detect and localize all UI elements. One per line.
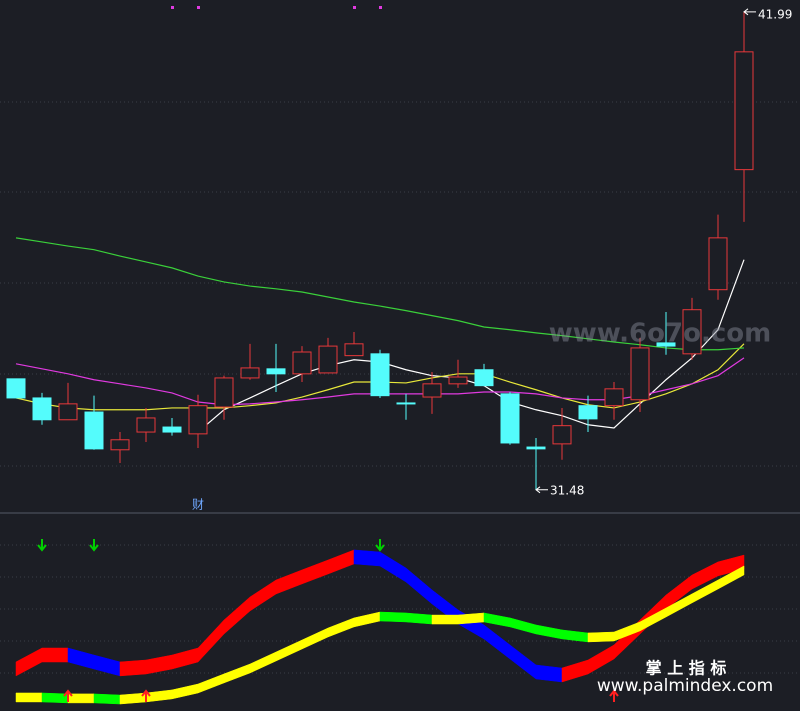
- candle-body: [214, 377, 234, 408]
- up-arrow: [609, 689, 619, 702]
- ribbon-segment: [561, 659, 589, 683]
- candle-body: [474, 369, 494, 387]
- ribbon-segment: [353, 549, 381, 567]
- marker-dot: [353, 6, 356, 9]
- ribbon-segment: [15, 647, 43, 677]
- ribbon-segment: [483, 612, 511, 628]
- ribbon-segment: [587, 644, 615, 675]
- ribbon-segment: [301, 559, 329, 585]
- ribbon-segment: [93, 693, 121, 705]
- candle-body: [604, 388, 624, 407]
- ribbon-segment: [171, 683, 199, 700]
- watermark: www.palmindex.com: [597, 676, 773, 696]
- candle-body: [188, 405, 208, 435]
- ribbon-segment: [275, 639, 303, 662]
- candle-body: [656, 342, 676, 347]
- up-arrow: [141, 689, 151, 702]
- ribbon-segment: [535, 624, 563, 640]
- ribbon-segment: [353, 611, 381, 628]
- annotation: 财: [192, 498, 204, 512]
- ribbon-segment: [327, 617, 355, 638]
- candle-body: [500, 393, 520, 444]
- ma-line: [15, 237, 745, 351]
- ribbon-segment: [509, 617, 537, 635]
- candle-body: [84, 411, 104, 450]
- candle-body: [630, 347, 650, 401]
- ribbon-segment: [249, 651, 277, 674]
- up-arrow: [63, 689, 73, 702]
- ribbon-segment: [223, 663, 251, 684]
- marker-dot: [171, 6, 174, 9]
- ribbon-segment: [457, 612, 485, 625]
- candle-body: [422, 383, 442, 398]
- marker-dot: [379, 6, 382, 9]
- candle-body: [396, 402, 416, 405]
- candle-body: [240, 367, 260, 379]
- candle-body: [318, 345, 338, 374]
- ribbon-segment: [717, 565, 745, 590]
- candle-body: [266, 368, 286, 375]
- candle-body: [344, 343, 364, 357]
- candle-body: [578, 405, 598, 420]
- ribbon-segment: [535, 664, 563, 683]
- ribbon-segment: [379, 611, 407, 623]
- candle-body: [162, 426, 182, 433]
- marker-dot: [197, 6, 200, 9]
- candle-body: [136, 417, 156, 433]
- ribbon-segment: [431, 614, 459, 625]
- ribbon-segment: [41, 647, 69, 663]
- candle-body: [708, 237, 728, 291]
- ribbon-segment: [93, 654, 121, 677]
- ribbon-segment: [171, 647, 199, 670]
- ribbon-segment: [561, 629, 589, 643]
- ribbon-segment: [145, 654, 173, 675]
- down-arrow: [89, 539, 99, 552]
- down-arrow: [37, 539, 47, 552]
- candle-body: [110, 439, 130, 451]
- ribbon-segment: [249, 579, 277, 612]
- ribbon-segment: [405, 612, 433, 625]
- label-pointer: [743, 8, 756, 16]
- watermark: www.6o7o.com: [549, 319, 771, 349]
- candle-body: [448, 376, 468, 385]
- top-markers: [171, 6, 382, 9]
- ribbon-segment: [119, 659, 147, 677]
- plot: 41.99 31.48: [6, 7, 792, 705]
- ma-line: [197, 259, 745, 433]
- candle-body: [58, 403, 78, 421]
- candle-body: [32, 397, 52, 421]
- down-arrow: [375, 539, 385, 552]
- candle-body: [292, 351, 312, 375]
- ribbon-segment: [275, 569, 303, 595]
- candle-body: [682, 309, 702, 355]
- ribbon-segment: [587, 631, 615, 643]
- candle-body: [734, 51, 754, 171]
- ribbon-segment: [197, 673, 225, 694]
- label-pointer: [535, 486, 548, 494]
- ribbon-segment: [15, 692, 43, 703]
- ribbon-segment: [301, 627, 329, 650]
- watermark: 掌 上 指 标: [646, 659, 727, 678]
- high-label: 41.99: [758, 7, 792, 21]
- candle-body: [6, 378, 26, 399]
- ribbon-segment: [405, 567, 433, 605]
- ribbon-segment: [483, 624, 511, 660]
- candle-body: [370, 353, 390, 397]
- candle-body: [552, 425, 572, 445]
- candle-body: [526, 446, 546, 450]
- ribbon-segment: [223, 596, 251, 635]
- ribbon-segment: [327, 549, 355, 575]
- ribbon-segment: [509, 644, 537, 680]
- ribbon-segment: [67, 647, 95, 670]
- low-label: 31.48: [550, 483, 584, 497]
